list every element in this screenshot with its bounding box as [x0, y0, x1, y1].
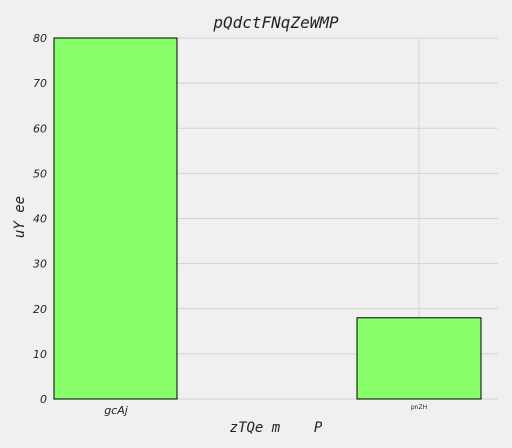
y-tick-label: 40 — [33, 213, 47, 226]
bar-pnZH — [356, 317, 482, 400]
y-tick-label: 80 — [33, 32, 47, 45]
x-tick-label: gcAj — [104, 404, 129, 417]
y-tick-label: 10 — [33, 348, 47, 361]
y-tick-label: 60 — [33, 122, 47, 135]
bar-gcAj — [53, 37, 178, 400]
y-tick-label: 30 — [33, 258, 47, 271]
chart-title: pQdctFNqZeWMP — [212, 13, 339, 32]
y-tick-label: 0 — [40, 393, 47, 406]
x-ticks: gcAj pnZH — [104, 404, 427, 417]
x-tick-label: pnZH — [411, 404, 427, 411]
y-tick-label: 50 — [33, 167, 47, 180]
y-ticks: 0 10 20 30 40 50 60 70 80 — [33, 32, 47, 406]
y-axis-label: uY ee — [12, 196, 28, 238]
y-tick-label: 20 — [33, 303, 47, 316]
bars — [53, 37, 482, 400]
y-tick-label: 70 — [33, 77, 47, 90]
x-axis-label: zTQe m P — [230, 420, 323, 436]
